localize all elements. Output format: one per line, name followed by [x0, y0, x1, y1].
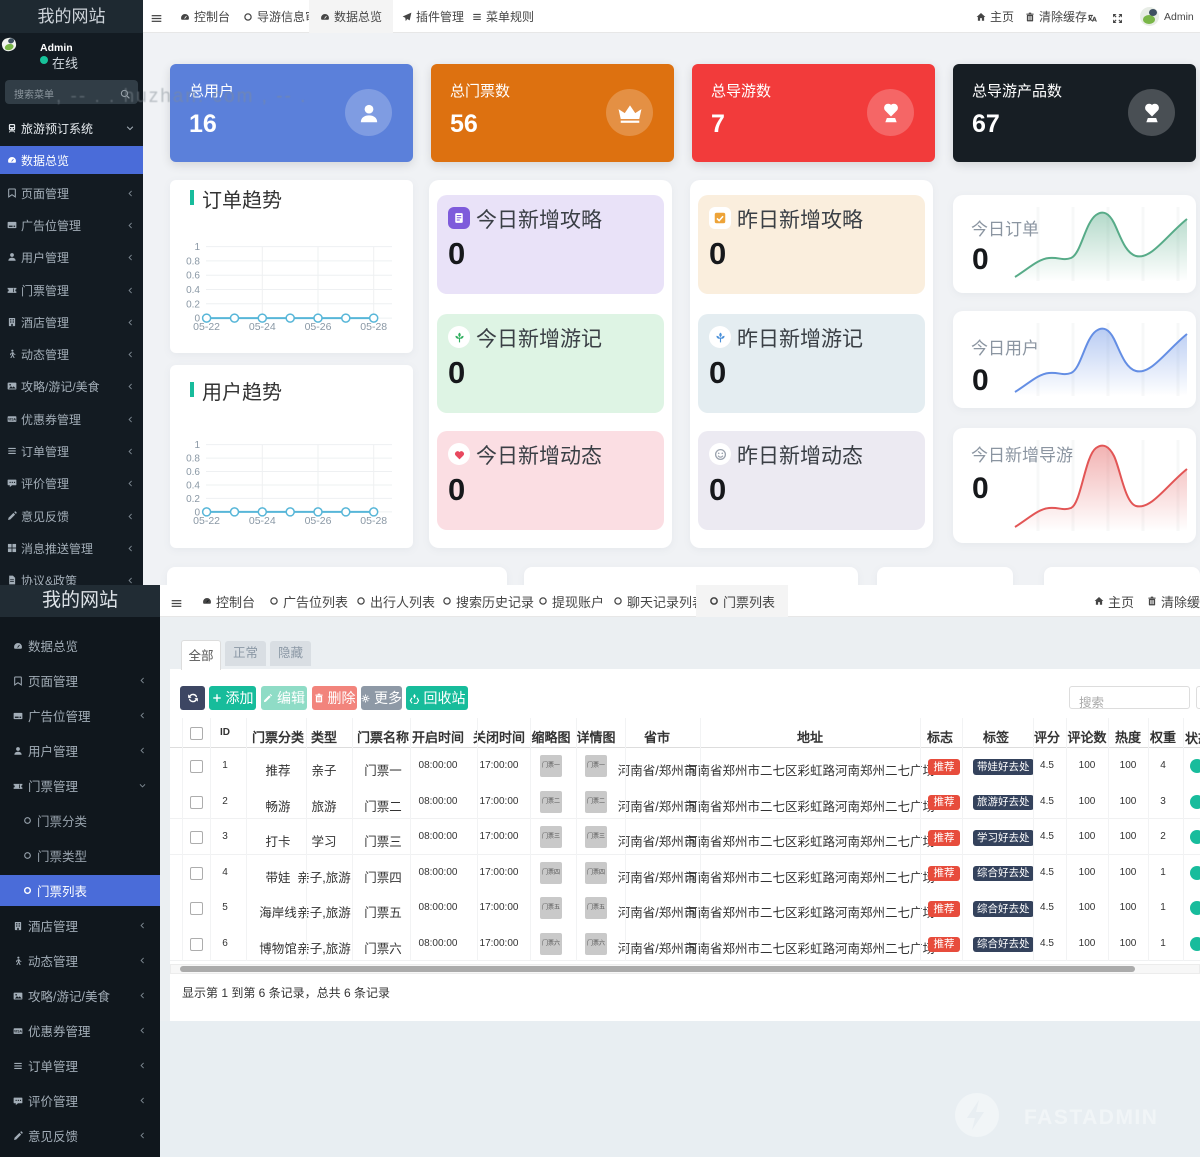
- svg-text:1: 1: [194, 440, 200, 451]
- svg-text:0.8: 0.8: [186, 256, 200, 267]
- svg-text:0: 0: [194, 507, 200, 518]
- svg-text:0.4: 0.4: [186, 481, 200, 492]
- svg-text:05-24: 05-24: [249, 321, 276, 333]
- svg-text:05-26: 05-26: [305, 321, 332, 333]
- svg-text:0.8: 0.8: [186, 454, 200, 465]
- svg-text:05-22: 05-22: [193, 321, 220, 333]
- svg-text:05-28: 05-28: [360, 515, 387, 527]
- svg-text:0.6: 0.6: [186, 467, 200, 478]
- svg-text:05-28: 05-28: [360, 321, 387, 333]
- svg-text:0.6: 0.6: [186, 271, 200, 282]
- svg-text:0.2: 0.2: [186, 299, 200, 310]
- svg-text:FASTADMIN: FASTADMIN: [1024, 1106, 1158, 1129]
- svg-text:05-26: 05-26: [305, 515, 332, 527]
- svg-text:05-22: 05-22: [193, 515, 220, 527]
- svg-text:0: 0: [194, 314, 200, 325]
- svg-text:0.2: 0.2: [186, 494, 200, 505]
- svg-text:VISA: VISA: [14, 1029, 23, 1033]
- svg-text:VISA: VISA: [8, 417, 17, 421]
- svg-text:1: 1: [194, 242, 200, 253]
- svg-text:0.4: 0.4: [186, 285, 200, 296]
- svg-text:05-24: 05-24: [249, 515, 276, 527]
